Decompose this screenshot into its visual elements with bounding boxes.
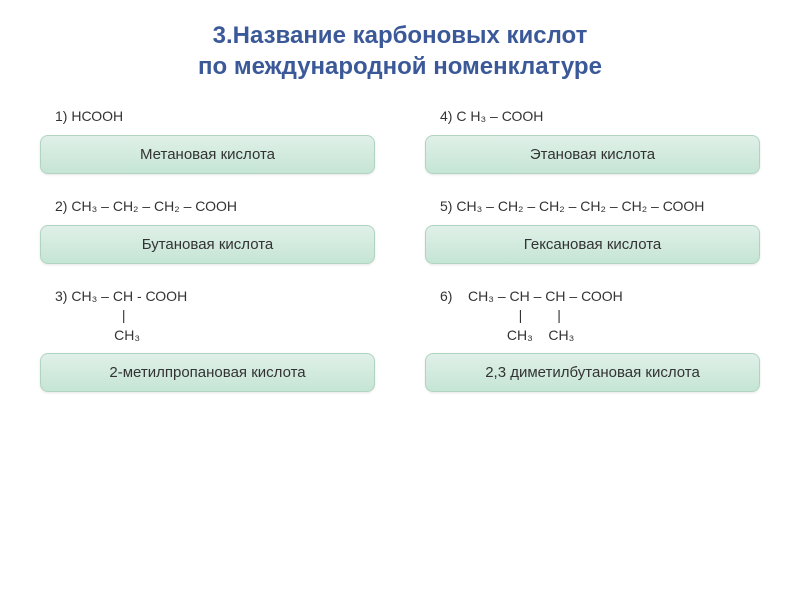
formula-text-6: СН₃ – СН – СН – СООН | | СН₃ СН₃ <box>456 287 622 346</box>
content-grid: 1) НСООН 4) С Н₃ – СООН Метановая кислот… <box>40 107 760 407</box>
formula-number-4: 4) <box>440 108 452 124</box>
formula-number-6: 6) <box>440 288 452 304</box>
formula-text-2: СН₃ – СН₂ – СН₂ – СООН <box>71 198 237 214</box>
answer-5: Гексановая кислота <box>425 225 760 264</box>
answer-3: 2-метилпропановая кислота <box>40 353 375 392</box>
formula-text-1: НСООН <box>71 108 123 124</box>
formula-5: 5) СН₃ – СН₂ – СН₂ – СН₂ – СН₂ – СООН <box>425 197 760 217</box>
answer-1: Метановая кислота <box>40 135 375 174</box>
formula-4: 4) С Н₃ – СООН <box>425 107 760 127</box>
formula-text-3: СН₃ – СН - СООН | СН₃ <box>71 287 187 346</box>
formula-number-3: 3) <box>55 288 67 304</box>
formula-number-5: 5) <box>440 198 452 214</box>
formula-text-4: С Н₃ – СООН <box>456 108 543 124</box>
formula-3: 3) СН₃ – СН - СООН | СН₃ <box>40 287 375 346</box>
answer-2: Бутановая кислота <box>40 225 375 264</box>
formula-1: 1) НСООН <box>40 107 375 127</box>
answer-4: Этановая кислота <box>425 135 760 174</box>
page-title: 3.Название карбоновых кислот по междунар… <box>40 20 760 82</box>
formula-2: 2) СН₃ – СН₂ – СН₂ – СООН <box>40 197 375 217</box>
formula-number-1: 1) <box>55 108 67 124</box>
formula-text-5: СН₃ – СН₂ – СН₂ – СН₂ – СН₂ – СООН <box>456 198 704 214</box>
formula-number-2: 2) <box>55 198 67 214</box>
answer-6: 2,3 диметилбутановая кислота <box>425 353 760 392</box>
formula-6: 6) СН₃ – СН – СН – СООН | | СН₃ СН₃ <box>425 287 760 346</box>
